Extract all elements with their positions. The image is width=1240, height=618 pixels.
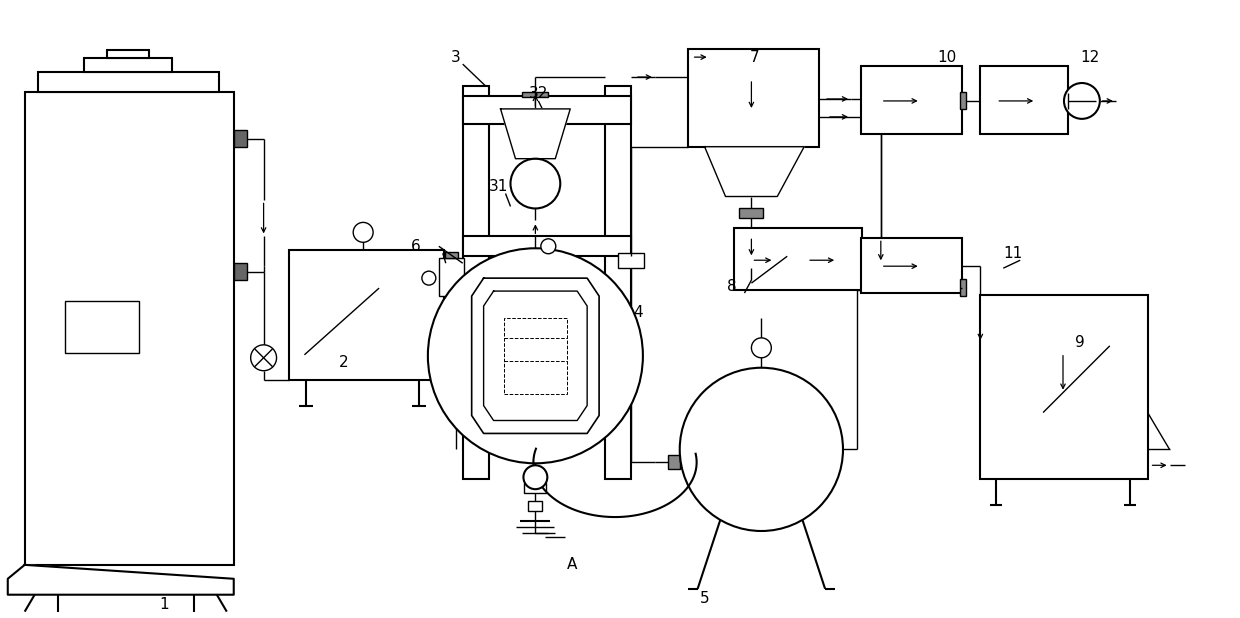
Bar [734, 229, 862, 290]
Bar [861, 66, 962, 133]
Bar [439, 258, 464, 296]
Bar [618, 253, 644, 268]
Bar [605, 86, 631, 479]
Bar [961, 92, 966, 109]
Circle shape [751, 338, 771, 358]
Bar [445, 252, 458, 258]
Bar [234, 130, 247, 146]
Text: 9: 9 [1075, 336, 1085, 350]
Text: 11: 11 [1003, 246, 1023, 261]
Circle shape [353, 222, 373, 242]
Text: 1: 1 [159, 597, 169, 612]
Bar [981, 295, 1147, 479]
Polygon shape [484, 291, 588, 420]
Bar [861, 239, 962, 293]
Text: 12: 12 [1080, 49, 1100, 65]
Bar [234, 263, 247, 280]
Text: 7: 7 [750, 49, 759, 65]
Bar [289, 250, 444, 379]
Bar [981, 66, 1068, 133]
Text: 31: 31 [489, 179, 508, 194]
Bar [503, 318, 567, 394]
Circle shape [250, 345, 277, 371]
Text: 3: 3 [451, 49, 460, 65]
Polygon shape [471, 278, 599, 433]
Bar [668, 455, 680, 469]
Circle shape [541, 239, 556, 254]
Polygon shape [704, 146, 805, 197]
Bar [688, 49, 820, 146]
Bar [528, 501, 542, 511]
Circle shape [1064, 83, 1100, 119]
Bar [961, 279, 966, 296]
Circle shape [523, 465, 547, 489]
Polygon shape [501, 109, 570, 159]
Text: 4: 4 [634, 305, 642, 321]
Circle shape [511, 159, 560, 208]
Bar [522, 92, 548, 97]
Text: 10: 10 [937, 49, 956, 65]
Circle shape [428, 248, 642, 464]
Bar [525, 483, 547, 493]
Text: A: A [567, 557, 578, 572]
Text: 6: 6 [410, 239, 420, 254]
Bar [463, 236, 631, 256]
Text: 8: 8 [727, 279, 737, 294]
Text: 32: 32 [528, 87, 548, 101]
Bar [84, 58, 172, 72]
Bar [25, 92, 234, 565]
Bar [108, 50, 149, 58]
Bar [37, 72, 218, 92]
Circle shape [422, 271, 435, 285]
Bar [739, 208, 764, 218]
Polygon shape [7, 565, 234, 595]
Bar [463, 96, 631, 124]
Bar [64, 301, 139, 353]
Bar [463, 86, 489, 479]
Text: 5: 5 [699, 591, 709, 606]
Circle shape [680, 368, 843, 531]
Text: 2: 2 [339, 355, 348, 370]
